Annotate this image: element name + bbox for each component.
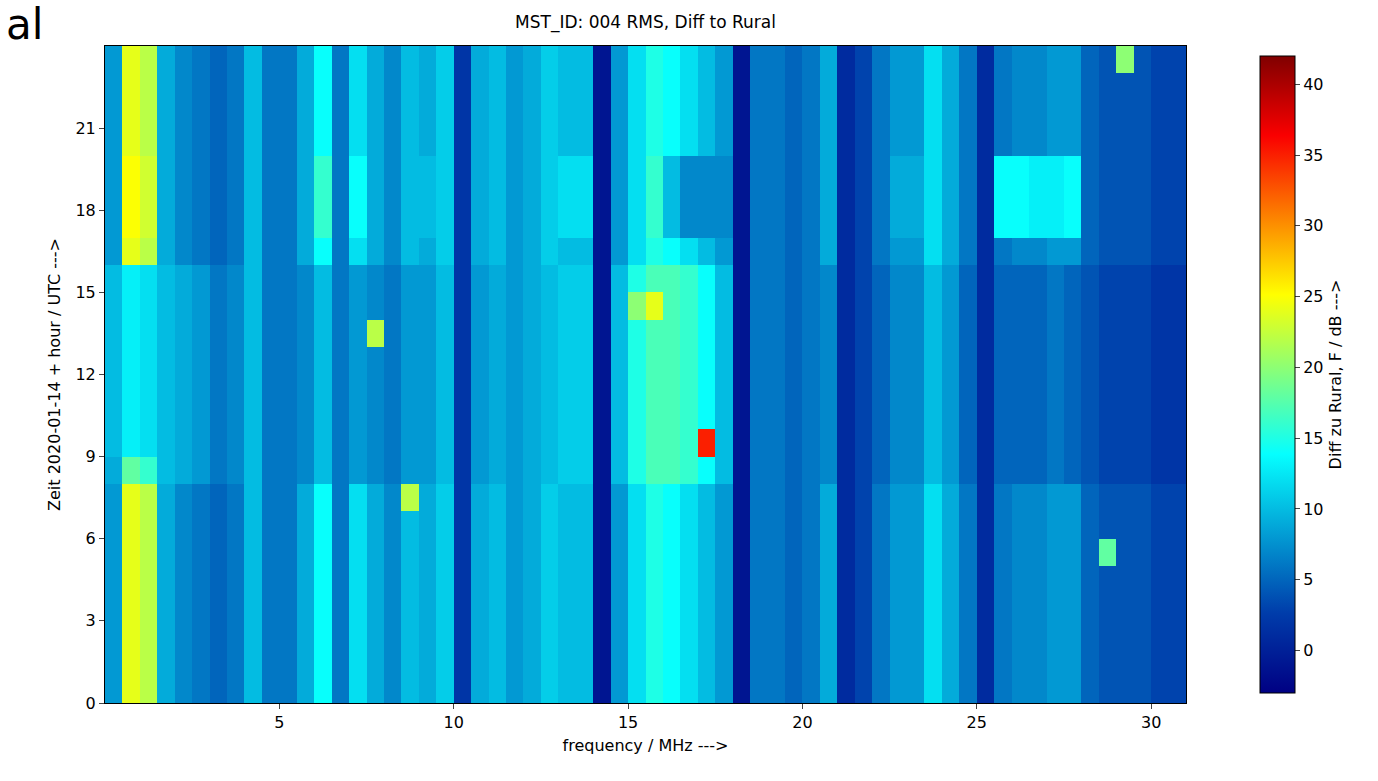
svg-text:18: 18 <box>75 201 95 220</box>
svg-text:9: 9 <box>86 447 96 466</box>
svg-text:20: 20 <box>1303 358 1323 377</box>
svg-text:10: 10 <box>444 713 464 732</box>
svg-text:30: 30 <box>1141 713 1161 732</box>
svg-text:15: 15 <box>618 713 638 732</box>
svg-text:12: 12 <box>75 365 95 384</box>
svg-text:3: 3 <box>86 611 96 630</box>
svg-text:al: al <box>6 0 43 49</box>
svg-text:MST_ID: 004 RMS, Diff to Rural: MST_ID: 004 RMS, Diff to Rural <box>515 12 776 33</box>
svg-text:10: 10 <box>1303 500 1323 519</box>
svg-text:25: 25 <box>1303 287 1323 306</box>
svg-text:40: 40 <box>1303 75 1323 94</box>
svg-text:Zeit 2020-01-14 + hour / UTC -: Zeit 2020-01-14 + hour / UTC ---> <box>45 238 64 511</box>
svg-text:15: 15 <box>1303 429 1323 448</box>
svg-text:20: 20 <box>792 713 812 732</box>
svg-text:5: 5 <box>274 713 284 732</box>
svg-text:0: 0 <box>86 694 96 713</box>
svg-text:15: 15 <box>75 283 95 302</box>
svg-text:25: 25 <box>967 713 987 732</box>
svg-text:0: 0 <box>1303 641 1313 660</box>
svg-text:35: 35 <box>1303 146 1323 165</box>
svg-text:Diff zu Rural, F / dB --->: Diff zu Rural, F / dB ---> <box>1326 280 1345 470</box>
svg-text:5: 5 <box>1303 570 1313 589</box>
svg-text:frequency / MHz --->: frequency / MHz ---> <box>563 736 729 755</box>
svg-text:6: 6 <box>86 529 96 548</box>
svg-text:30: 30 <box>1303 216 1323 235</box>
svg-text:21: 21 <box>75 119 95 138</box>
